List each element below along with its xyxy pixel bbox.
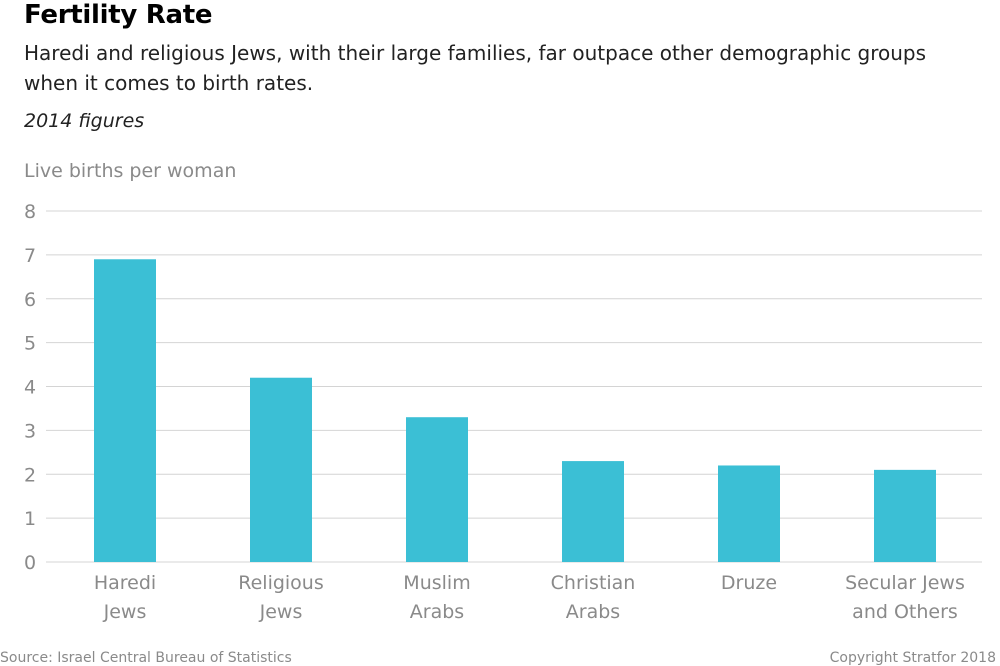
x-tick-label-5-line-1: and Others — [852, 601, 958, 623]
x-tick-label-3-line-0: Christian — [551, 572, 636, 594]
x-tick-label-3-line-1: Arabs — [566, 601, 620, 623]
x-tick-label-4-line-0: Druze — [721, 572, 777, 594]
y-tick-label-3: 3 — [24, 420, 36, 442]
bar-5 — [874, 469, 936, 562]
x-tick-label-1-line-0: Religious — [238, 572, 324, 594]
source-note: Source: Israel Central Bureau of Statist… — [0, 650, 292, 666]
bar-3 — [562, 461, 624, 562]
chart-note: 2014 figures — [24, 110, 145, 132]
y-tick-label-0: 0 — [24, 552, 36, 574]
bar-0 — [94, 259, 156, 562]
bar-1 — [250, 377, 312, 562]
y-tick-label-5: 5 — [24, 333, 36, 355]
x-tick-label-2-line-0: Muslim — [403, 572, 470, 594]
x-tick-label-2-line-1: Arabs — [410, 601, 464, 623]
x-tick-label-0-line-0: Haredi — [94, 572, 156, 594]
x-tick-label-0-line-1: Jews — [103, 601, 147, 623]
y-tick-label-1: 1 — [24, 508, 36, 530]
y-tick-label-4: 4 — [24, 377, 36, 399]
bar-2 — [406, 417, 468, 562]
y-tick-label-8: 8 — [24, 201, 36, 223]
y-tick-label-6: 6 — [24, 289, 36, 311]
y-tick-label-7: 7 — [24, 245, 36, 267]
x-tick-label-5-line-0: Secular Jews — [845, 572, 965, 594]
copyright-note: Copyright Stratfor 2018 — [829, 650, 996, 666]
y-axis-label: Live births per woman — [24, 160, 237, 182]
y-tick-label-2: 2 — [24, 464, 36, 486]
x-tick-label-1-line-1: Jews — [259, 601, 303, 623]
chart-subtitle: Haredi and religious Jews, with their la… — [24, 41, 927, 95]
bar-4 — [718, 465, 780, 562]
chart-title: Fertility Rate — [24, 0, 213, 30]
